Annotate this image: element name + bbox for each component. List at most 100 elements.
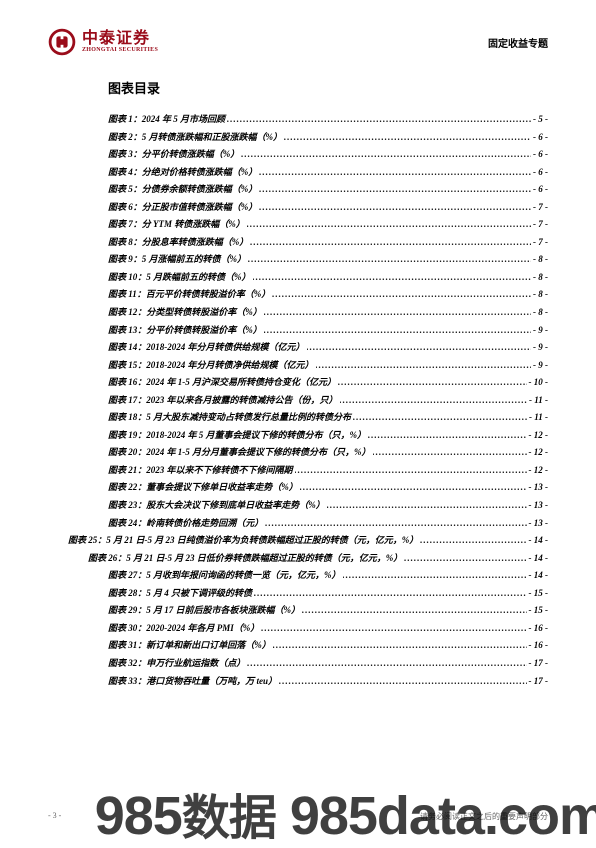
toc-entry: 图表 30：2020-2024 年各月 PMI（%） - 16 - xyxy=(108,620,548,638)
toc-leader xyxy=(259,199,531,217)
toc-entry-label: 图表 29：5 月 17 日前后股市各板块涨跌幅（%） xyxy=(108,602,300,620)
toc-entry-page: - 16 - xyxy=(529,620,549,638)
toc-entry-page: - 15 - xyxy=(529,585,549,603)
toc-entry: 图表 11：百元平价转债转股溢价率（%）- 8 - xyxy=(108,286,548,304)
toc-leader xyxy=(279,673,526,691)
toc-entry-label: 图表 18：5 月大股东减持变动占转债发行总量比例的转债分布 xyxy=(108,409,351,427)
toc-entry: 图表 23：股东大会决议下修到底单日收益率走势（%） - 13 - xyxy=(108,497,548,515)
toc-entry: 图表 2：5 月转债涨跌幅和正股涨跌幅（%）- 6 - xyxy=(108,129,548,147)
toc-entry: 图表 25：5 月 21 日-5 月 23 日纯债溢价率为负转债跌幅超过正股的转… xyxy=(68,532,548,550)
toc-entry-label: 图表 17：2023 年以来各月披露的转债减持公告（份，只） xyxy=(108,392,338,410)
toc-leader xyxy=(247,216,531,234)
toc-leader xyxy=(273,637,527,655)
toc-entry-page: - 13 - xyxy=(529,515,549,533)
toc-entry: 图表 14：2018-2024 年分月转债供给规模（亿元）- 9 - xyxy=(108,339,548,357)
toc-leader xyxy=(373,444,527,462)
toc-entry-page: - 8 - xyxy=(533,251,548,269)
toc-entry-page: - 16 - xyxy=(529,637,549,655)
toc-entry-page: - 7 - xyxy=(533,234,548,252)
toc-leader xyxy=(253,269,532,287)
brand-text: 中泰证券 ZHONGTAI SECURITIES xyxy=(82,31,158,53)
toc-leader xyxy=(261,620,526,638)
toc-entry-label: 图表 5：分债券余额转债涨跌幅（%） xyxy=(108,181,257,199)
toc-entry-page: - 12 - xyxy=(529,427,549,445)
toc-entry-page: - 5 - xyxy=(533,111,548,129)
toc-entry: 图表 7：分 YTM 转债涨跌幅（%）- 7 - xyxy=(108,216,548,234)
toc-entry-label: 图表 25：5 月 21 日-5 月 23 日纯债溢价率为负转债跌幅超过正股的转… xyxy=(68,532,418,550)
watermark: 985数据 985data.com xyxy=(95,778,596,848)
toc-leader xyxy=(272,286,531,304)
toc-leader xyxy=(368,427,527,445)
toc-leader xyxy=(264,322,531,340)
toc-leader xyxy=(265,515,526,533)
toc-entry-page: - 6 - xyxy=(533,129,548,147)
toc-entry: 图表 9：5 月涨幅前五的转债（%） - 8 - xyxy=(108,251,548,269)
toc-entry-label: 图表 31：新订单和新出口订单回落（%） xyxy=(108,637,271,655)
toc-leader xyxy=(338,374,527,392)
brand-logo-icon xyxy=(48,28,76,56)
toc-entry-label: 图表 30：2020-2024 年各月 PMI（%） xyxy=(108,620,259,638)
toc-entry-label: 图表 7：分 YTM 转债涨跌幅（%） xyxy=(108,216,245,234)
toc-entry-page: - 9 - xyxy=(533,339,548,357)
toc-entry-label: 图表 26：5 月 21 日-5 月 23 日低价券转债跌幅超过正股的转债（元，… xyxy=(88,550,402,568)
toc-leader xyxy=(259,181,531,199)
toc-entry-page: - 6 - xyxy=(533,181,548,199)
toc-entry-page: - 13 - xyxy=(529,497,549,515)
toc-entry-page: - 7 - xyxy=(533,199,548,217)
brand-logo: 中泰证券 ZHONGTAI SECURITIES xyxy=(48,28,158,56)
toc-leader xyxy=(340,392,527,410)
toc-leader xyxy=(248,251,531,269)
toc-entry: 图表 21：2023 年以来不下修转债不下修间隔期- 12 - xyxy=(108,462,548,480)
toc-entry-page: - 11 - xyxy=(529,392,548,410)
toc-leader xyxy=(241,146,531,164)
toc-entry-label: 图表 4：分绝对价格转债涨跌幅（%） xyxy=(108,164,257,182)
toc-leader xyxy=(284,129,531,147)
toc-entry-label: 图表 3：分平价转债涨跌幅（%） xyxy=(108,146,239,164)
toc-entry-label: 图表 23：股东大会决议下修到底单日收益率走势（%） xyxy=(108,497,325,515)
toc-entry: 图表 1：2024 年 5 月市场回顾 - 5 - xyxy=(108,111,548,129)
toc-leader xyxy=(420,532,526,550)
toc-entry: 图表 4：分绝对价格转债涨跌幅（%）- 6 - xyxy=(108,164,548,182)
toc-entry-label: 图表 33：港口货物吞吐量（万吨，万 teu） xyxy=(108,673,277,691)
toc-leader xyxy=(307,339,532,357)
toc-leader xyxy=(300,479,527,497)
toc-entry: 图表 8：分股息率转债涨跌幅（%）- 7 - xyxy=(108,234,548,252)
toc-entry-label: 图表 1：2024 年 5 月市场回顾 xyxy=(108,111,225,129)
toc-entry: 图表 13：分平价转债转股溢价率（%）- 9 - xyxy=(108,322,548,340)
toc-leader xyxy=(254,585,526,603)
toc-entry: 图表 28：5 月 4 只被下调评级的转债 - 15 - xyxy=(108,585,548,603)
toc-list: 图表 1：2024 年 5 月市场回顾 - 5 -图表 2：5 月转债涨跌幅和正股… xyxy=(108,111,548,690)
toc-leader xyxy=(404,550,526,568)
toc-entry-label: 图表 12：分类型转债转股溢价率（%） xyxy=(108,304,262,322)
toc-entry-page: - 8 - xyxy=(533,269,548,287)
toc-entry-page: - 14 - xyxy=(529,550,549,568)
toc-entry: 图表 32：申万行业航运指数（点）- 17 - xyxy=(108,655,548,673)
toc-entry-label: 图表 13：分平价转债转股溢价率（%） xyxy=(108,322,262,340)
toc-entry-page: - 8 - xyxy=(533,286,548,304)
toc-entry-page: - 14 - xyxy=(529,567,549,585)
toc-entry-page: - 9 - xyxy=(533,357,548,375)
toc-entry-label: 图表 10：5 月跌幅前五的转债（%） xyxy=(108,269,251,287)
document-type: 固定收益专题 xyxy=(488,35,548,50)
header: 中泰证券 ZHONGTAI SECURITIES 固定收益专题 xyxy=(48,28,548,56)
toc-entry: 图表 3：分平价转债涨跌幅（%） - 6 - xyxy=(108,146,548,164)
toc-leader xyxy=(264,304,531,322)
toc-entry-page: - 10 - xyxy=(529,374,549,392)
toc-entry-label: 图表 15：2018-2024 年分月转债净供给规模（亿元） xyxy=(108,357,314,375)
toc-entry-page: - 6 - xyxy=(533,146,548,164)
toc-leader xyxy=(302,602,527,620)
toc-entry: 图表 29：5 月 17 日前后股市各板块涨跌幅（%） - 15 - xyxy=(108,602,548,620)
toc-leader xyxy=(247,655,526,673)
toc-entry-label: 图表 20：2024 年 1-5 月分月董事会提议下修的转债分布（只，%） xyxy=(108,444,371,462)
watermark-domain: 985data.com xyxy=(276,786,596,846)
toc-entry-label: 图表 9：5 月涨幅前五的转债（%） xyxy=(108,251,246,269)
toc-entry: 图表 20：2024 年 1-5 月分月董事会提议下修的转债分布（只，%）- 1… xyxy=(108,444,548,462)
toc-entry-label: 图表 6：分正股市值转债涨跌幅（%） xyxy=(108,199,257,217)
toc-leader xyxy=(353,409,527,427)
toc-entry-label: 图表 28：5 月 4 只被下调评级的转债 xyxy=(108,585,252,603)
toc-leader xyxy=(316,357,532,375)
toc-entry-label: 图表 27：5 月收到年报问询函的转债一览（元，亿元，%） xyxy=(108,567,341,585)
toc-entry-page: - 15 - xyxy=(529,602,549,620)
toc-entry: 图表 31：新订单和新出口订单回落（%） - 16 - xyxy=(108,637,548,655)
footer-page-number: - 3 - xyxy=(48,811,61,822)
